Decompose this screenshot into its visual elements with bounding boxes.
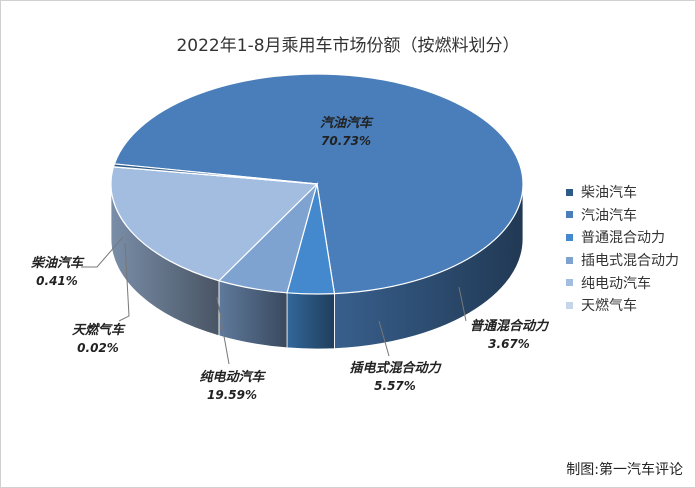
slice-1-leader-line <box>81 236 124 268</box>
slice-3-value: 3.67% <box>488 337 530 351</box>
slice-4-label: 插电式混合动力 <box>349 360 442 376</box>
legend-label: 汽油汽车 <box>581 207 637 224</box>
slice-3-leader-line <box>458 286 467 322</box>
legend-swatch <box>566 211 573 219</box>
slice-6-label: 天燃气车 <box>72 322 126 338</box>
legend-item-6: 天燃气车 <box>566 294 679 317</box>
slice-3-side <box>286 292 335 350</box>
legend-swatch <box>566 301 573 309</box>
slice-1-top <box>112 163 318 185</box>
slice-2-label: 汽油汽车 <box>320 115 374 131</box>
legend-label: 天燃气车 <box>581 298 637 315</box>
slice-3-label: 普通混合动力 <box>470 318 550 334</box>
legend-label: 插电式混合动力 <box>581 253 679 270</box>
legend-item-3: 普通混合动力 <box>566 226 679 249</box>
slice-6-value: 0.02% <box>77 341 119 355</box>
legend-label: 普通混合动力 <box>581 230 665 247</box>
legend-item-4: 插电式混合动力 <box>566 249 679 272</box>
legend-item-5: 纯电动汽车 <box>566 271 679 294</box>
slice-4-leader-line <box>378 320 390 357</box>
legend-swatch <box>566 188 573 196</box>
legend-label: 柴油汽车 <box>581 185 637 202</box>
slice-5-leader-line <box>216 296 230 365</box>
slice-5-top <box>110 166 319 282</box>
legend-swatch <box>566 233 573 241</box>
slice-2-top <box>113 73 524 295</box>
slice-1-value: 0.41% <box>36 274 78 288</box>
legend-swatch <box>566 279 573 287</box>
source-note: 制图:第一汽车评论 <box>566 462 683 478</box>
legend: 柴油汽车汽油汽车普通混合动力 插电式混合动力 纯电动汽车天燃气车 <box>566 181 679 317</box>
legend-item-2: 汽油汽车 <box>566 204 679 227</box>
slice-2-value: 70.73% <box>321 134 371 148</box>
legend-label: 纯电动汽车 <box>581 275 651 292</box>
chart-title: 2022年1-8月乘用车市场份额（按燃料划分） <box>176 36 520 56</box>
slice-1-label: 柴油汽车 <box>30 255 85 271</box>
legend-swatch <box>566 256 573 264</box>
slice-5-label: 纯电动汽车 <box>199 369 266 385</box>
slice-5-value: 19.59% <box>207 388 257 402</box>
legend-item-1: 柴油汽车 <box>566 181 679 204</box>
slice-4-value: 5.57% <box>374 379 416 393</box>
slice-6-leader-line <box>118 242 130 322</box>
